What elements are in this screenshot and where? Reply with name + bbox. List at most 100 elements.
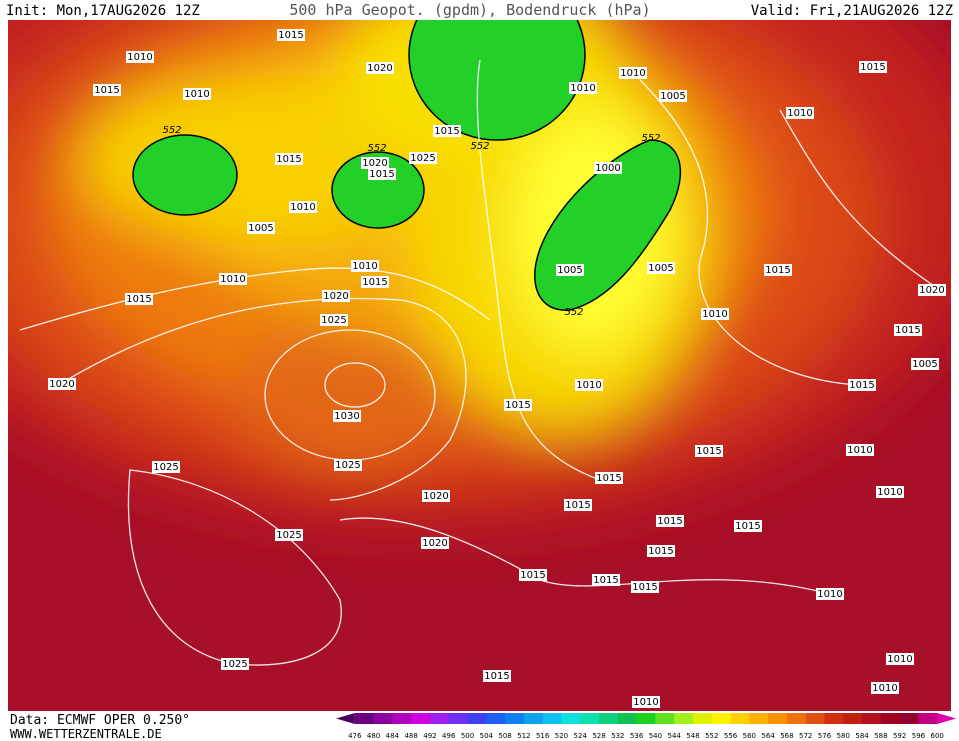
- colorbar-label: 564: [761, 732, 775, 740]
- init-time: Init: Mon,17AUG2026 12Z: [6, 3, 200, 19]
- colorbar-label: 588: [874, 732, 887, 740]
- colorbar-swatch: [692, 713, 713, 724]
- isobar-label-box: [594, 162, 622, 174]
- colorbar-label: 524: [574, 732, 588, 740]
- isobar-label-box: [894, 324, 922, 336]
- isobar-label: 1015: [505, 400, 530, 411]
- colorbar-swatch: [467, 713, 487, 724]
- colorbar-label: 596: [912, 732, 926, 740]
- isobar-label: 1025: [153, 462, 178, 473]
- data-source: Data: ECMWF OPER 0.250°: [10, 713, 190, 728]
- isobar-label: 1000: [595, 163, 620, 174]
- isobar-label: 1010: [817, 589, 842, 600]
- isobar-label-box: [859, 61, 887, 73]
- isobar-label: 1010: [576, 380, 601, 391]
- isobar-label-box: [152, 461, 180, 473]
- colorbar-label: 536: [630, 732, 644, 740]
- isobar-label: 1030: [334, 411, 359, 422]
- colorbar-label: 552: [705, 732, 718, 740]
- colorbar-label: 600: [931, 732, 944, 740]
- isobar-label-box: [701, 308, 729, 320]
- colorbar-label: 504: [480, 732, 494, 740]
- isobar-label: 1010: [620, 68, 645, 79]
- isobar-label: 1005: [660, 91, 685, 102]
- isobar-label-box: [322, 290, 350, 302]
- isobar-label: 1005: [912, 359, 937, 370]
- isobar-label-box: [334, 459, 362, 471]
- isobar-label-box: [564, 499, 592, 511]
- isobar-label: 1020: [362, 158, 387, 169]
- isobar-label: 1015: [276, 154, 301, 165]
- colorbar-swatch: [899, 713, 919, 724]
- isobar-label: 1015: [94, 85, 119, 96]
- isobar-label: 1015: [520, 570, 545, 581]
- isobar-label: 552: [641, 133, 660, 144]
- colorbar-label: 592: [893, 732, 906, 740]
- isobar-label: 1010: [847, 445, 872, 456]
- isobar-label: 1015: [369, 169, 394, 180]
- isobar-label-box: [125, 293, 153, 305]
- isobar-label-box: [247, 222, 275, 234]
- colorbar-swatch: [523, 713, 544, 724]
- isobar-label-box: [320, 314, 348, 326]
- colorbar-swatch: [599, 713, 619, 724]
- isobar-label-box: [422, 490, 450, 502]
- isobar-label: 1010: [877, 487, 902, 498]
- colorbar-swatch: [730, 713, 750, 724]
- isobar-label: 1005: [557, 265, 582, 276]
- isobar-label-box: [483, 670, 511, 682]
- isobar-label-box: [368, 168, 396, 180]
- isobar-label-box: [886, 653, 914, 665]
- colorbar-label: 580: [837, 732, 850, 740]
- isobar-label: 1010: [570, 83, 595, 94]
- colorbar-label: 568: [780, 732, 793, 740]
- isobar-label: 1010: [633, 697, 658, 708]
- colorbar-swatch: [373, 713, 393, 724]
- isobar-label: 1015: [593, 575, 618, 586]
- isobar-label: 1015: [895, 325, 920, 336]
- isobar-label-box: [695, 445, 723, 457]
- isobar-label-box: [734, 520, 762, 532]
- isobar-label: 552: [367, 143, 386, 154]
- colorbar-swatch: [880, 713, 901, 724]
- colorbar-label: 500: [461, 732, 474, 740]
- colorbar-label: 556: [724, 732, 738, 740]
- isobar-label: 1015: [765, 265, 790, 276]
- colorbar-label: 480: [367, 732, 380, 740]
- isobar-label-box: [333, 410, 361, 422]
- colorbar-swatch: [824, 713, 844, 724]
- isobar-label: 552: [470, 141, 489, 152]
- isobar-label: 1025: [410, 153, 435, 164]
- colorbar-swatch: [655, 713, 675, 724]
- colorbar-label: 540: [649, 732, 662, 740]
- colorbar-swatch: [862, 713, 882, 724]
- colorbar-swatch: [580, 713, 600, 724]
- isobar-label: 1010: [872, 683, 897, 694]
- isobar-label: 1015: [126, 294, 151, 305]
- isobar-label-box: [126, 51, 154, 63]
- isobar-label: 1020: [323, 291, 348, 302]
- colorbar-label: 548: [686, 732, 699, 740]
- isobar-label: 1020: [919, 285, 944, 296]
- isobar-label-box: [876, 486, 904, 498]
- isobar-label: 552: [162, 125, 181, 136]
- isobar-label-box: [519, 569, 547, 581]
- isobar-label-box: [659, 90, 687, 102]
- colorbar-swatch: [429, 713, 450, 724]
- isobar-label: 1010: [127, 52, 152, 63]
- isobar-label-box: [48, 378, 76, 390]
- isobar-label-box: [219, 273, 247, 285]
- isobar-label-box: [848, 379, 876, 391]
- isobar-label: 1025: [276, 530, 301, 541]
- colorbar-label: 584: [855, 732, 869, 740]
- colorbar-swatch: [843, 713, 863, 724]
- isobar-label: 1015: [278, 30, 303, 41]
- colorbar-swatch: [711, 713, 732, 724]
- valid-time: Valid: Fri,21AUG2026 12Z: [751, 3, 953, 19]
- colorbar-swatch: [336, 713, 355, 724]
- isobar-label-box: [556, 264, 584, 276]
- colorbar-label: 572: [799, 732, 812, 740]
